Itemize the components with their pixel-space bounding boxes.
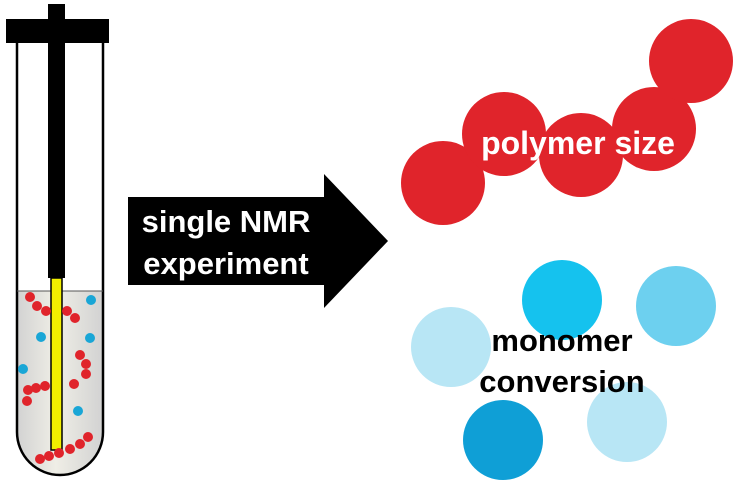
polymer-chain-dots (22, 292, 93, 464)
polymer-bead (462, 92, 546, 176)
arrow-label-line2: experiment (143, 246, 308, 281)
capillary-insert (50, 277, 63, 451)
monomer-bead (522, 260, 602, 340)
monomer-bead (411, 307, 491, 387)
arrow-label-line1: single NMR (142, 204, 311, 239)
tube-cap (6, 19, 109, 43)
monomer-bead (636, 266, 716, 346)
insert-rod (48, 42, 65, 278)
monomer-label-line2: conversion (479, 364, 644, 399)
polymer-bead (539, 113, 623, 197)
cap-knob (48, 4, 65, 21)
monomer-bead (463, 400, 543, 480)
polymer-bead (649, 19, 733, 103)
arrow-shape (128, 174, 388, 308)
monomer-dots (18, 295, 96, 416)
tube-outline (15, 42, 105, 477)
monomer-dot (73, 406, 83, 416)
polymer-bead (612, 87, 696, 171)
polymer-size-label: polymer size (481, 125, 675, 161)
monomer-group: monomer conversion (411, 260, 716, 480)
monomer-bead (587, 382, 667, 462)
monomer-dot (85, 333, 95, 343)
polymer-chain: polymer size (401, 19, 733, 225)
monomer-label-line1: monomer (491, 323, 632, 358)
monomer-dot (86, 295, 96, 305)
polymer-bead (401, 141, 485, 225)
monomer-dot (36, 332, 46, 342)
monomer-dot (18, 364, 28, 374)
process-arrow: single NMR experiment (128, 174, 388, 308)
nmr-tube (6, 4, 109, 477)
